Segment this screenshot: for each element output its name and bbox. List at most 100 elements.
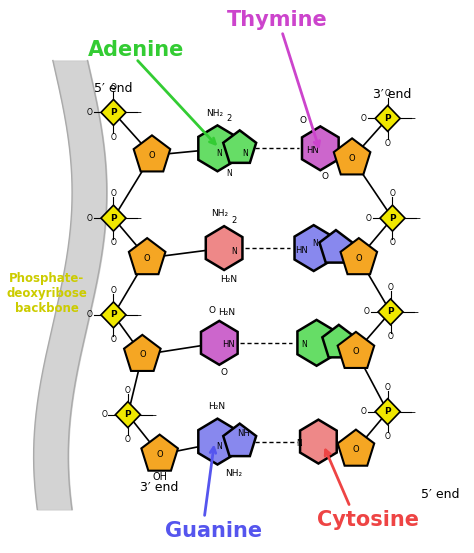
Text: P: P: [387, 307, 394, 316]
Text: 2: 2: [226, 114, 231, 123]
Text: Adenine: Adenine: [88, 40, 184, 60]
Text: 5′ end: 5′ end: [421, 488, 460, 501]
Text: N: N: [217, 149, 222, 158]
Text: N: N: [217, 442, 222, 451]
Text: N: N: [226, 169, 232, 178]
Polygon shape: [337, 430, 374, 466]
Text: 3′ end: 3′ end: [140, 481, 179, 494]
Text: P: P: [384, 114, 391, 123]
Text: O: O: [361, 114, 367, 123]
Text: Phosphate-
deoxyribose
backbone: Phosphate- deoxyribose backbone: [7, 272, 87, 315]
Text: O: O: [390, 189, 395, 198]
Text: H₂N: H₂N: [208, 402, 225, 411]
Text: O: O: [125, 385, 131, 394]
Text: Guanine: Guanine: [165, 521, 262, 541]
Text: O: O: [300, 116, 307, 125]
Polygon shape: [337, 332, 374, 368]
Polygon shape: [322, 325, 356, 357]
Text: O: O: [220, 368, 228, 377]
Text: –: –: [137, 213, 142, 223]
Text: NH₂: NH₂: [211, 208, 228, 218]
Text: O: O: [125, 435, 131, 444]
Polygon shape: [129, 238, 165, 274]
Text: 5′ end: 5′ end: [94, 82, 133, 95]
Text: Cytosine: Cytosine: [318, 510, 419, 530]
Text: O: O: [110, 84, 117, 92]
Text: O: O: [385, 383, 391, 392]
Polygon shape: [375, 399, 400, 425]
Polygon shape: [198, 126, 237, 171]
Polygon shape: [101, 302, 126, 328]
Polygon shape: [141, 435, 178, 471]
Text: O: O: [110, 238, 117, 247]
Text: NH₂: NH₂: [225, 469, 242, 478]
Text: N: N: [296, 439, 302, 448]
Text: –: –: [411, 113, 416, 123]
Polygon shape: [101, 100, 126, 126]
Polygon shape: [300, 420, 337, 463]
Polygon shape: [340, 238, 377, 274]
Text: O: O: [385, 89, 391, 98]
Polygon shape: [201, 321, 237, 365]
Text: O: O: [110, 133, 117, 142]
Text: HN: HN: [295, 246, 308, 254]
Text: O: O: [385, 432, 391, 441]
Text: O: O: [144, 253, 150, 263]
Polygon shape: [375, 106, 400, 132]
Text: O: O: [110, 335, 117, 344]
Text: 3′ end: 3′ end: [374, 88, 412, 101]
Text: O: O: [366, 213, 372, 223]
Polygon shape: [297, 320, 336, 366]
Text: O: O: [87, 108, 92, 117]
Polygon shape: [101, 205, 126, 231]
Text: P: P: [110, 213, 117, 223]
Polygon shape: [334, 138, 370, 174]
Polygon shape: [302, 127, 338, 170]
Text: N: N: [301, 340, 307, 349]
Text: NH: NH: [237, 429, 250, 438]
Polygon shape: [380, 205, 405, 231]
Text: O: O: [385, 139, 391, 148]
Text: P: P: [125, 410, 131, 419]
Text: P: P: [110, 108, 117, 117]
Polygon shape: [223, 131, 256, 163]
Text: NH₂: NH₂: [206, 109, 223, 118]
Text: P: P: [110, 310, 117, 320]
Polygon shape: [223, 424, 256, 456]
Polygon shape: [319, 230, 352, 263]
Text: O: O: [388, 283, 393, 292]
Text: N: N: [313, 238, 319, 248]
Text: O: O: [361, 407, 367, 416]
Text: O: O: [101, 410, 107, 419]
Text: OH: OH: [152, 472, 167, 483]
Text: O: O: [322, 172, 328, 181]
Polygon shape: [124, 335, 161, 371]
Text: –: –: [414, 307, 419, 317]
Text: N: N: [242, 149, 248, 158]
Text: –: –: [411, 406, 416, 416]
Text: –: –: [137, 310, 142, 320]
Text: O: O: [356, 253, 362, 263]
Text: Thymine: Thymine: [227, 10, 328, 30]
Text: O: O: [208, 306, 215, 315]
Text: P: P: [389, 213, 396, 223]
Text: O: O: [110, 189, 117, 198]
Text: O: O: [364, 307, 370, 316]
Text: HN: HN: [223, 340, 235, 349]
Polygon shape: [198, 419, 237, 465]
Text: H₂N: H₂N: [219, 309, 236, 317]
Text: 2: 2: [231, 216, 237, 225]
Text: O: O: [349, 154, 356, 163]
Text: H₂N: H₂N: [220, 275, 237, 284]
Text: –: –: [416, 213, 420, 223]
Text: O: O: [388, 332, 393, 341]
Text: –: –: [151, 410, 156, 420]
Text: O: O: [156, 450, 163, 459]
Polygon shape: [115, 401, 140, 427]
Text: O: O: [390, 238, 395, 247]
Text: HN: HN: [306, 146, 319, 155]
Text: O: O: [149, 151, 155, 160]
Text: O: O: [110, 286, 117, 295]
Text: O: O: [87, 213, 92, 223]
Text: N: N: [231, 247, 237, 255]
